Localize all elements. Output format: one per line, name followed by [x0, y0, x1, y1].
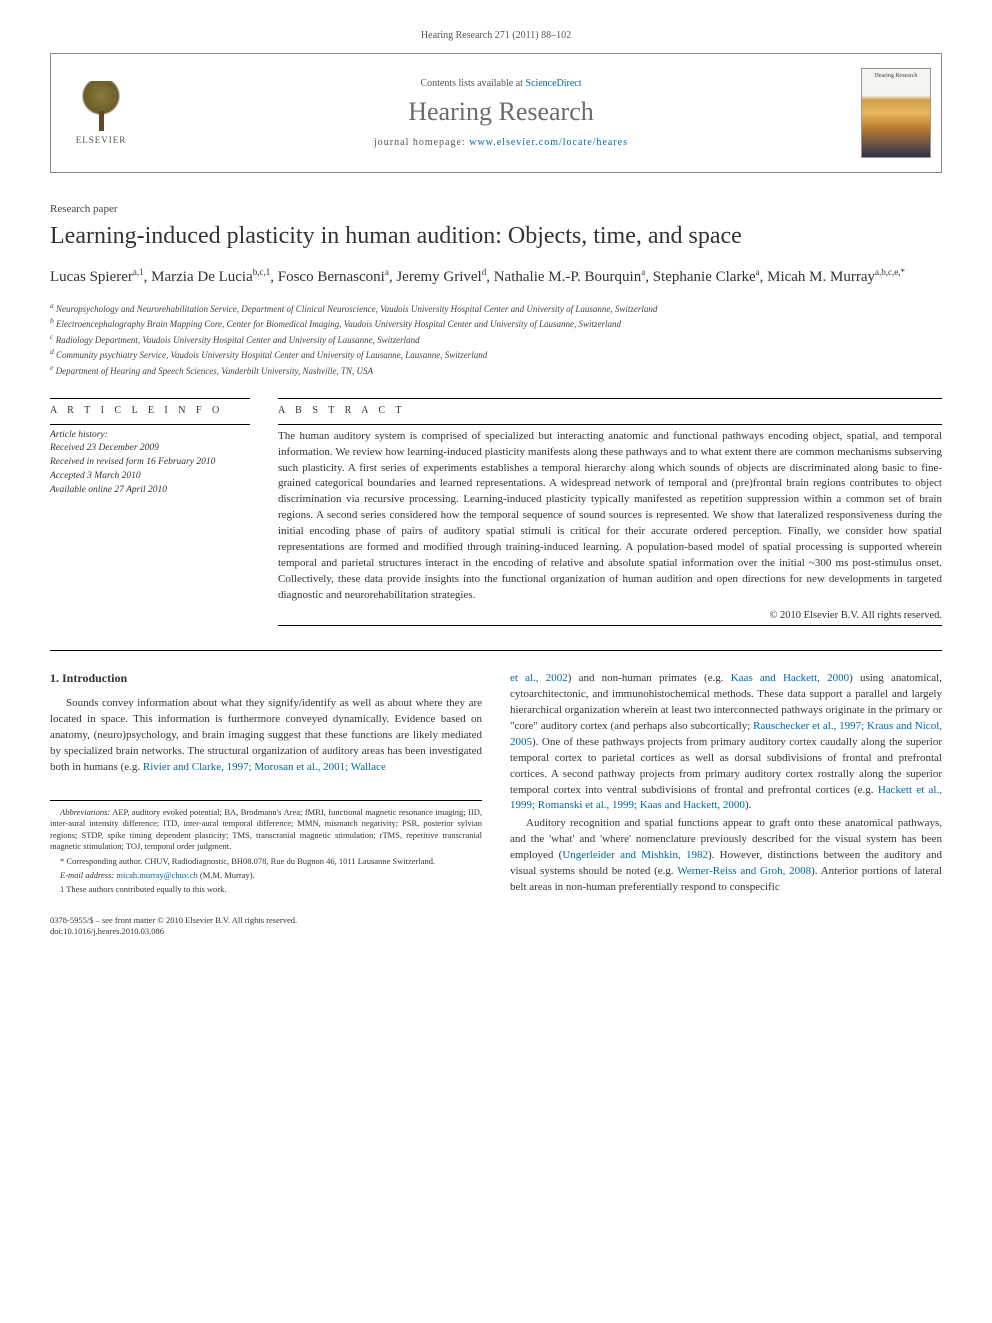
journal-homepage-line: journal homepage: www.elsevier.com/locat… [374, 137, 628, 148]
affiliation-line: a Neuropsychology and Neurorehabilitatio… [50, 301, 942, 316]
body-text-right: et al., 2002) and non-human primates (e.… [510, 671, 942, 896]
abbrev-text: AEP, auditory evoked potential; BA, Brod… [50, 807, 482, 851]
body-col-left: 1. Introduction Sounds convey informatio… [50, 671, 482, 899]
rule [50, 398, 250, 399]
intro-paragraph-1-cont: et al., 2002) and non-human primates (e.… [510, 671, 942, 814]
footnotes: Abbreviations: AEP, auditory evoked pote… [50, 807, 482, 896]
abbrev-label: Abbreviations: [60, 807, 110, 817]
homepage-prefix: journal homepage: [374, 137, 469, 148]
article-info-heading: A R T I C L E I N F O [50, 405, 250, 416]
abstract-copyright: © 2010 Elsevier B.V. All rights reserved… [278, 610, 942, 621]
doi-line: doi:10.1016/j.heares.2010.03.086 [50, 926, 942, 937]
publisher-logo-cell: ELSEVIER [51, 54, 151, 172]
online-date: Available online 27 April 2010 [50, 484, 250, 498]
bottom-meta: 0378-5955/$ – see front matter © 2010 El… [50, 915, 942, 938]
body-text-left: Sounds convey information about what the… [50, 696, 482, 776]
abstract-column: A B S T R A C T The human auditory syste… [278, 394, 942, 630]
rule [278, 398, 942, 399]
citation-link[interactable]: Ungerleider and Mishkin, 1982 [562, 849, 708, 861]
rule [50, 424, 250, 425]
email-label: E-mail address: [60, 870, 116, 880]
body-col-right: et al., 2002) and non-human primates (e.… [510, 671, 942, 899]
rule [278, 424, 942, 425]
issn-line: 0378-5955/$ – see front matter © 2010 El… [50, 915, 942, 926]
citation-link[interactable]: Kaas and Hackett, 2000 [731, 672, 849, 684]
revised-date: Received in revised form 16 February 201… [50, 456, 250, 470]
sciencedirect-link[interactable]: ScienceDirect [525, 78, 581, 89]
affiliation-line: b Electroencephalography Brain Mapping C… [50, 316, 942, 331]
paper-title: Learning-induced plasticity in human aud… [50, 221, 942, 252]
txt: ) and non-human primates (e.g. [568, 672, 731, 684]
article-info-column: A R T I C L E I N F O Article history: R… [50, 394, 250, 630]
paper-type: Research paper [50, 203, 942, 215]
email-link[interactable]: micah.murray@chuv.ch [116, 870, 197, 880]
journal-header-box: ELSEVIER Contents lists available at Sci… [50, 53, 942, 173]
section-1-heading: 1. Introduction [50, 671, 482, 686]
info-abstract-row: A R T I C L E I N F O Article history: R… [50, 394, 942, 630]
email-suffix: (M.M. Murray). [198, 870, 255, 880]
rule [278, 625, 942, 626]
body-columns: 1. Introduction Sounds convey informatio… [50, 671, 942, 899]
authors-line: Lucas Spierera,1, Marzia De Luciab,c,1, … [50, 266, 942, 289]
equal-contribution-footnote: 1 These authors contributed equally to t… [50, 884, 482, 895]
intro-paragraph-2: Auditory recognition and spatial functio… [510, 816, 942, 896]
publisher-name: ELSEVIER [76, 135, 127, 145]
affiliation-line: e Department of Hearing and Speech Scien… [50, 363, 942, 378]
received-date: Received 23 December 2009 [50, 442, 250, 456]
email-footnote: E-mail address: micah.murray@chuv.ch (M.… [50, 870, 482, 881]
journal-homepage-link[interactable]: www.elsevier.com/locate/heares [469, 137, 628, 148]
citation-link[interactable]: et al., 2002 [510, 672, 568, 684]
elsevier-tree-icon [76, 81, 126, 131]
history-label: Article history: [50, 429, 250, 443]
section-divider [50, 650, 942, 651]
contents-available-line: Contents lists available at ScienceDirec… [420, 78, 581, 89]
abstract-heading: A B S T R A C T [278, 405, 942, 416]
citation-link[interactable]: Werner-Reiss and Groh, 2008 [677, 865, 811, 877]
accepted-date: Accepted 3 March 2010 [50, 470, 250, 484]
article-history: Article history: Received 23 December 20… [50, 429, 250, 498]
abbreviations-footnote: Abbreviations: AEP, auditory evoked pote… [50, 807, 482, 853]
affiliations-block: a Neuropsychology and Neurorehabilitatio… [50, 301, 942, 378]
cover-thumb-title: Hearing Research [862, 73, 930, 79]
journal-cover-thumbnail: Hearing Research [861, 68, 931, 158]
affiliation-line: d Community psychiatry Service, Vaudois … [50, 347, 942, 362]
corresponding-author-footnote: * Corresponding author. CHUV, Radiodiagn… [50, 856, 482, 867]
footnotes-block: Abbreviations: AEP, auditory evoked pote… [50, 800, 482, 896]
txt: ). [745, 799, 751, 811]
journal-center: Contents lists available at ScienceDirec… [151, 54, 851, 172]
cover-thumbnail-cell: Hearing Research [851, 54, 941, 172]
running-header: Hearing Research 271 (2011) 88–102 [50, 30, 942, 41]
intro-paragraph-1: Sounds convey information about what the… [50, 696, 482, 776]
abstract-text: The human auditory system is comprised o… [278, 429, 942, 604]
citation-link[interactable]: Rivier and Clarke, 1997; Morosan et al.,… [143, 761, 386, 773]
affiliation-line: c Radiology Department, Vaudois Universi… [50, 332, 942, 347]
journal-name: Hearing Research [408, 97, 594, 127]
contents-prefix: Contents lists available at [420, 78, 525, 89]
